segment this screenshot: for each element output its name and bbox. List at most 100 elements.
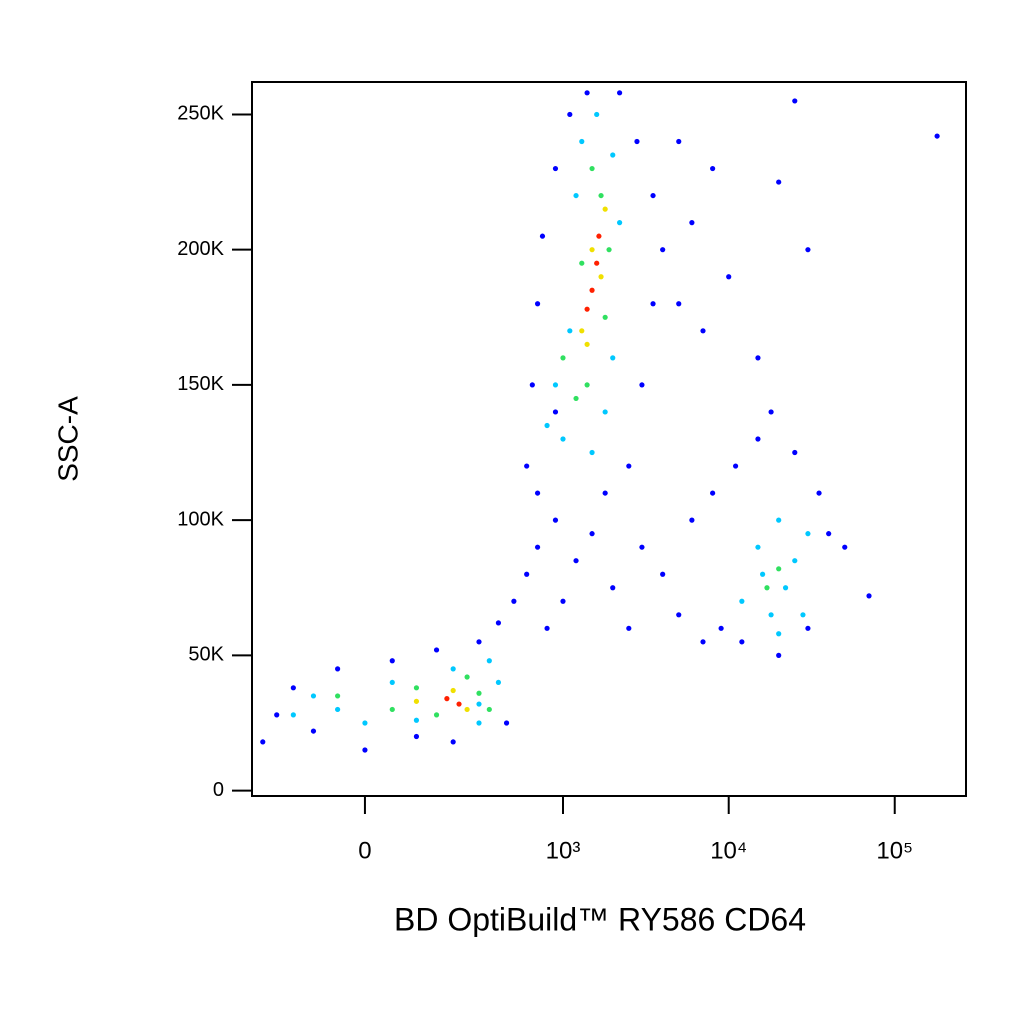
data-point [486, 706, 492, 713]
data-point [676, 138, 682, 145]
data-point [579, 138, 585, 145]
data-point [579, 260, 585, 266]
data-point [718, 625, 724, 631]
data-point [826, 531, 832, 537]
data-point [573, 395, 579, 402]
data-point [792, 558, 798, 564]
data-point [689, 517, 695, 523]
data-point [739, 639, 745, 645]
data-point [389, 658, 395, 664]
data-point [476, 720, 482, 726]
y-axis-label: SSC-A [52, 396, 83, 482]
data-point [534, 490, 541, 496]
data-point [602, 206, 608, 212]
data-point [842, 544, 848, 550]
data-point [776, 179, 782, 185]
data-point [260, 739, 266, 745]
data-point [362, 747, 368, 753]
data-point [755, 544, 761, 550]
data-point [413, 685, 420, 691]
data-point [816, 490, 822, 496]
data-point [476, 701, 482, 707]
data-point [552, 382, 559, 388]
data-point [503, 720, 510, 726]
data-point [589, 531, 595, 537]
data-point [610, 152, 616, 158]
data-point [560, 355, 566, 361]
data-point [800, 612, 806, 618]
data-point [310, 728, 317, 734]
data-point [362, 720, 368, 726]
data-point [594, 111, 600, 118]
x-tick-label: 10³ [546, 837, 581, 864]
data-point [589, 247, 595, 253]
data-point [450, 739, 456, 745]
data-point [606, 247, 612, 253]
data-point [486, 658, 492, 664]
y-tick-label: 150K [177, 373, 224, 395]
data-point [739, 598, 745, 604]
data-point [650, 192, 656, 199]
data-point [768, 409, 774, 415]
data-point [534, 544, 541, 550]
data-point [450, 687, 456, 694]
x-axis-label: BD OptiBuild™ RY586 CD64 [394, 901, 806, 937]
data-point [639, 382, 645, 388]
data-point [676, 612, 682, 618]
x-tick-label: 10⁵ [876, 837, 913, 864]
data-point [634, 138, 640, 145]
plot-frame [251, 81, 967, 797]
data-point [617, 90, 623, 96]
data-point [335, 706, 341, 713]
data-point [805, 625, 811, 631]
data-point [544, 625, 550, 631]
data-point [660, 571, 666, 577]
data-point [602, 314, 608, 320]
data-point [567, 328, 573, 334]
data-point [589, 287, 595, 293]
data-point [610, 585, 616, 591]
data-point [710, 490, 716, 496]
data-point [792, 449, 798, 456]
data-point [764, 585, 770, 591]
data-point [755, 436, 761, 442]
data-point [539, 233, 546, 239]
data-point [413, 717, 420, 723]
data-point [552, 517, 559, 523]
data-point [584, 90, 590, 96]
data-point [433, 712, 440, 718]
data-point [567, 111, 573, 118]
data-point [524, 571, 530, 577]
data-point [579, 328, 585, 334]
data-point [573, 192, 579, 199]
data-point [433, 647, 440, 653]
data-point [584, 341, 590, 347]
data-point [552, 409, 559, 415]
data-point [589, 165, 595, 172]
data-point [598, 192, 604, 199]
data-point [476, 639, 482, 645]
data-point [710, 165, 716, 172]
data-point [760, 571, 766, 577]
data-point [768, 612, 774, 618]
data-point [617, 220, 623, 226]
data-point [589, 449, 595, 456]
data-point [676, 301, 682, 307]
data-point [335, 693, 341, 699]
data-point [639, 544, 645, 550]
data-point [450, 666, 456, 672]
data-point [544, 422, 550, 429]
data-point [660, 247, 666, 253]
data-point [602, 490, 608, 496]
data-point [732, 463, 739, 469]
y-tick-label: 200K [177, 238, 224, 260]
data-point [456, 701, 462, 707]
data-point [584, 382, 590, 388]
data-point [596, 233, 602, 239]
data-point [413, 698, 420, 704]
data-point [776, 517, 782, 523]
data-point [934, 133, 940, 139]
data-point [650, 301, 656, 307]
data-point [776, 631, 782, 637]
data-point [560, 436, 566, 442]
